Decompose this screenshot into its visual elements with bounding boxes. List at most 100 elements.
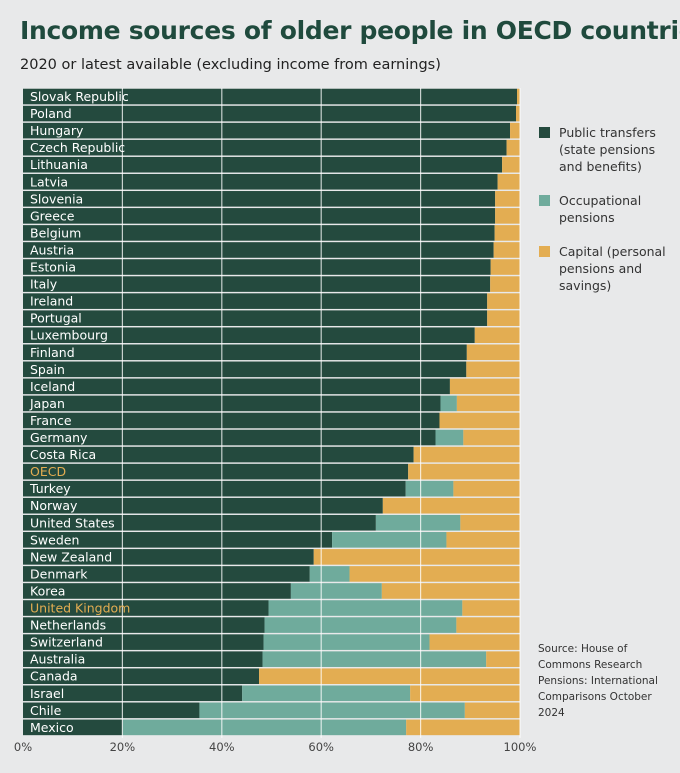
bar-segment: [466, 344, 520, 361]
x-tick-label: 0%: [14, 740, 32, 754]
category-label: Austria: [30, 242, 74, 257]
bar-segment: [23, 651, 263, 667]
bar-segment: [23, 429, 436, 446]
bar-segment: [23, 446, 414, 463]
bar-segment: [23, 191, 496, 207]
bar-segment: [23, 276, 491, 292]
x-tick-label: 100%: [504, 740, 537, 754]
legend-item-public-transfers: Public transfers (state pensions and ben…: [539, 124, 674, 175]
category-label: Ireland: [30, 294, 73, 309]
category-label: Netherlands: [30, 618, 106, 633]
bar-segment: [23, 378, 450, 395]
legend-label: Occupational pensions: [559, 193, 642, 225]
bar-segment: [259, 668, 520, 685]
category-label: Switzerland: [30, 635, 103, 650]
bar-segment: [516, 105, 520, 122]
category-label: Portugal: [30, 311, 82, 326]
category-label: France: [30, 413, 72, 428]
bar-segment: [199, 702, 465, 719]
bar-segment: [23, 310, 488, 326]
bar-segment: [474, 327, 520, 344]
bar-segment: [23, 668, 260, 685]
bar-segment: [290, 583, 382, 599]
chart-title: Income sources of older people in OECD c…: [20, 16, 680, 45]
bar-segment: [375, 514, 461, 531]
chart-subtitle: 2020 or latest available (excluding inco…: [20, 57, 441, 73]
bar-segment: [23, 327, 475, 344]
bar-segment: [23, 412, 440, 429]
bar-segment: [439, 412, 520, 429]
bar-segment: [23, 617, 265, 633]
bar-segment: [381, 583, 520, 599]
bar-segment: [23, 532, 333, 548]
bar-segment: [23, 600, 269, 616]
bar-segment: [493, 242, 520, 258]
category-label: Estonia: [30, 260, 76, 275]
category-label: Luxembourg: [30, 328, 108, 343]
bar-segment: [440, 395, 457, 412]
bar-segment: [408, 463, 520, 480]
category-label: Belgium: [30, 225, 81, 240]
bar-segment: [23, 139, 507, 156]
category-label: Israel: [30, 686, 64, 701]
bar-segment: [23, 156, 503, 173]
bar-segment: [487, 310, 520, 326]
bar-segment: [453, 480, 520, 497]
bar-segment: [262, 651, 487, 667]
category-label: New Zealand: [30, 549, 112, 564]
bar-segment: [268, 600, 463, 616]
bar-segment: [466, 361, 520, 378]
category-label: Iceland: [30, 379, 75, 394]
legend-swatch: [539, 127, 550, 138]
bar-segment: [406, 719, 520, 736]
category-label: Norway: [30, 498, 78, 513]
bar-segment: [506, 139, 520, 156]
legend-swatch: [539, 195, 550, 206]
bar-segment: [23, 566, 310, 582]
x-tick-label: 60%: [308, 740, 334, 754]
bar-segment: [495, 191, 520, 207]
bar-segment: [502, 156, 520, 173]
category-label: Spain: [30, 362, 65, 377]
bar-segment: [23, 395, 441, 412]
bar-segment: [23, 361, 467, 378]
category-label: OECD: [30, 464, 66, 479]
bar-segment: [23, 549, 314, 565]
bar-segment: [23, 497, 383, 514]
bar-segment: [23, 344, 467, 361]
bar-segment: [464, 702, 520, 719]
category-label: Slovak Republic: [30, 89, 129, 104]
bar-segment: [309, 566, 350, 582]
bar-segment: [490, 259, 520, 275]
bar-segment: [23, 583, 291, 599]
bar-segment: [23, 463, 409, 480]
bar-segment: [494, 225, 520, 241]
x-tick-label: 40%: [209, 740, 235, 754]
legend-item-occupational-pensions: Occupational pensions: [539, 192, 674, 226]
category-label: Mexico: [30, 720, 74, 735]
bar-segment: [263, 634, 430, 650]
category-label: United States: [30, 515, 115, 530]
bar-segment: [23, 173, 498, 190]
bar-segment: [23, 480, 406, 497]
x-tick-label: 20%: [110, 740, 136, 754]
bar-segment: [495, 208, 520, 224]
category-label: Germany: [30, 430, 88, 445]
x-tick-label: 80%: [408, 740, 434, 754]
category-label: Hungary: [30, 123, 84, 138]
bar-segment: [242, 685, 411, 702]
bar-segment: [23, 259, 491, 275]
bar-segment: [23, 122, 511, 139]
chart-legend: Public transfers (state pensions and ben…: [539, 124, 674, 311]
bar-segment: [456, 617, 520, 633]
category-label: Finland: [30, 345, 75, 360]
bar-segment: [490, 276, 520, 292]
bar-segment: [23, 514, 376, 531]
category-label: Australia: [30, 652, 85, 667]
bar-segment: [23, 242, 494, 258]
legend-label: Capital (personal pensions and savings): [559, 244, 666, 293]
bar-segment: [429, 634, 520, 650]
category-label: Slovenia: [30, 191, 83, 206]
category-label: Canada: [30, 669, 78, 684]
